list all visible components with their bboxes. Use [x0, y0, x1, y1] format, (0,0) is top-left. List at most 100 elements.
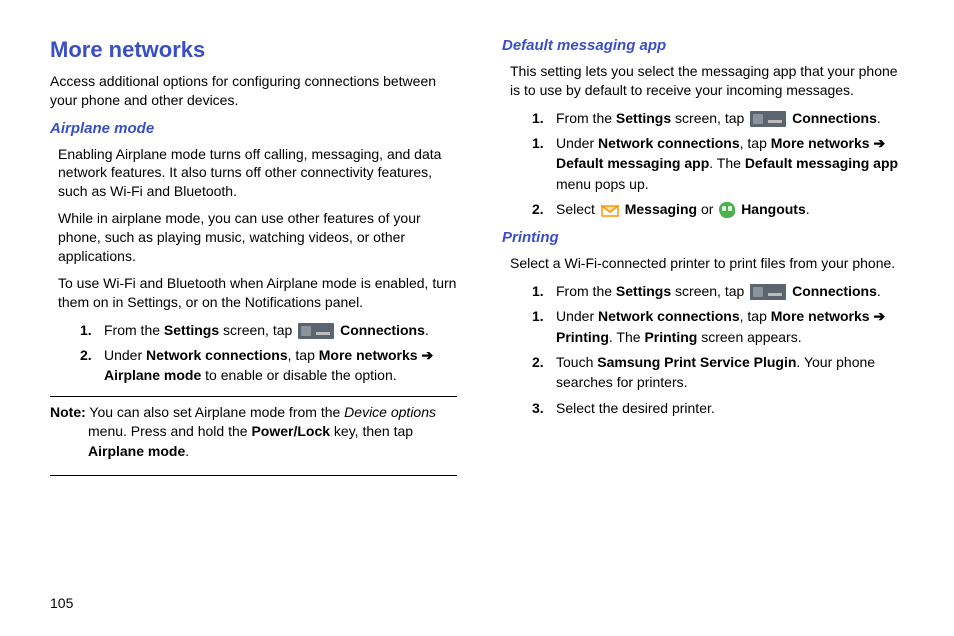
printing-steps: 1. From the Settings screen, tap Connect…	[532, 281, 909, 418]
more-networks-label: More networks	[771, 135, 870, 151]
step-text: Select the desired printer.	[556, 400, 715, 416]
airplane-step-1: 1. From the Settings screen, tap Connect…	[80, 320, 457, 340]
step-text: From the	[556, 110, 616, 126]
step-text: screen, tap	[671, 283, 748, 299]
samsung-print-label: Samsung Print Service Plugin	[597, 354, 796, 370]
heading-default-messaging: Default messaging app	[502, 35, 909, 56]
note-text: menu. Press and hold the	[88, 423, 251, 439]
step-text: .	[877, 110, 881, 126]
airplane-mode-label: Airplane mode	[104, 367, 201, 383]
network-connections-label: Network connections	[146, 347, 288, 363]
default-msg-step-1: 1. From the Settings screen, tap Connect…	[532, 108, 909, 128]
intro-text: Access additional options for configurin…	[50, 72, 457, 110]
device-options-label: Device options	[344, 404, 436, 420]
more-networks-label: More networks	[319, 347, 418, 363]
airplane-step-2: 2. Under Network connections, tap More n…	[80, 345, 457, 386]
note-block: Note: You can also set Airplane mode fro…	[50, 403, 457, 466]
network-connections-label: Network connections	[598, 135, 740, 151]
step-text: Under	[104, 347, 146, 363]
step-text: , tap	[288, 347, 319, 363]
airplane-mode-label: Airplane mode	[88, 443, 185, 459]
connections-icon	[298, 323, 334, 339]
arrow-icon: ➔	[870, 308, 886, 324]
note-text: .	[185, 443, 189, 459]
messaging-icon	[601, 203, 619, 217]
default-msg-steps: 1. From the Settings screen, tap Connect…	[532, 108, 909, 219]
step-text: From the	[104, 322, 164, 338]
settings-label: Settings	[616, 110, 671, 126]
default-msg-p1: This setting lets you select the messagi…	[510, 62, 909, 100]
step-number: 2.	[532, 199, 544, 219]
printing-step-4: 3. Select the desired printer.	[532, 398, 909, 418]
note-body: Note: You can also set Airplane mode fro…	[88, 403, 457, 462]
step-number: 1.	[532, 281, 544, 301]
settings-label: Settings	[616, 283, 671, 299]
heading-more-networks: More networks	[50, 35, 457, 66]
connections-icon	[750, 284, 786, 300]
default-msg-step-3: 2. Select Messaging or Hangouts.	[532, 199, 909, 219]
step-text: .	[877, 283, 881, 299]
airplane-steps: 1. From the Settings screen, tap Connect…	[80, 320, 457, 386]
connections-icon	[750, 111, 786, 127]
page-content: More networks Access additional options …	[50, 35, 909, 585]
airplane-p2: While in airplane mode, you can use othe…	[58, 209, 457, 266]
hangouts-label: Hangouts	[741, 201, 806, 217]
default-msg-app-label: Default messaging app	[556, 155, 709, 171]
step-text: Under	[556, 135, 598, 151]
note-label: Note:	[50, 404, 86, 420]
note-text: You can also set Airplane mode from the	[86, 404, 344, 420]
step-number: 1.	[80, 320, 92, 340]
step-text: screen appears.	[697, 329, 801, 345]
power-lock-label: Power/Lock	[251, 423, 330, 439]
step-text: From the	[556, 283, 616, 299]
printing-label: Printing	[644, 329, 697, 345]
step-text: . The	[709, 155, 745, 171]
heading-printing: Printing	[502, 227, 909, 248]
step-number: 2.	[80, 345, 92, 365]
step-text: menu pops up.	[556, 176, 649, 192]
default-msg-step-2: 1. Under Network connections, tap More n…	[532, 133, 909, 194]
connections-label: Connections	[340, 322, 425, 338]
airplane-p1: Enabling Airplane mode turns off calling…	[58, 145, 457, 202]
printing-step-1: 1. From the Settings screen, tap Connect…	[532, 281, 909, 301]
printing-p1: Select a Wi-Fi-connected printer to prin…	[510, 254, 909, 273]
default-msg-app-label: Default messaging app	[745, 155, 898, 171]
page-number: 105	[50, 595, 73, 611]
step-text: to enable or disable the option.	[201, 367, 396, 383]
printing-step-3: 2. Touch Samsung Print Service Plugin. Y…	[532, 352, 909, 393]
connections-label: Connections	[792, 283, 877, 299]
arrow-icon: ➔	[418, 347, 434, 363]
step-number: 2.	[532, 352, 544, 372]
step-text: .	[425, 322, 429, 338]
arrow-icon: ➔	[870, 135, 886, 151]
printing-step-2: 1. Under Network connections, tap More n…	[532, 306, 909, 347]
step-number: 3.	[532, 398, 544, 418]
step-text: , tap	[740, 135, 771, 151]
step-number: 1.	[532, 306, 544, 326]
printing-label: Printing	[556, 329, 609, 345]
step-text: Under	[556, 308, 598, 324]
heading-airplane-mode: Airplane mode	[50, 118, 457, 139]
right-column: Default messaging app This setting lets …	[502, 35, 909, 585]
airplane-p3: To use Wi-Fi and Bluetooth when Airplane…	[58, 274, 457, 312]
settings-label: Settings	[164, 322, 219, 338]
left-column: More networks Access additional options …	[50, 35, 457, 585]
step-text: , tap	[740, 308, 771, 324]
step-text: . The	[609, 329, 645, 345]
note-separator-top	[50, 396, 457, 397]
messaging-label: Messaging	[625, 201, 697, 217]
step-text: or	[697, 201, 717, 217]
step-text: screen, tap	[219, 322, 296, 338]
network-connections-label: Network connections	[598, 308, 740, 324]
connections-label: Connections	[792, 110, 877, 126]
step-number: 1.	[532, 133, 544, 153]
step-text: Touch	[556, 354, 597, 370]
step-text: .	[806, 201, 810, 217]
step-number: 1.	[532, 108, 544, 128]
note-text: key, then tap	[330, 423, 413, 439]
more-networks-label: More networks	[771, 308, 870, 324]
step-text: screen, tap	[671, 110, 748, 126]
note-separator-bottom	[50, 475, 457, 476]
step-text: Select	[556, 201, 599, 217]
hangouts-icon	[719, 202, 735, 218]
